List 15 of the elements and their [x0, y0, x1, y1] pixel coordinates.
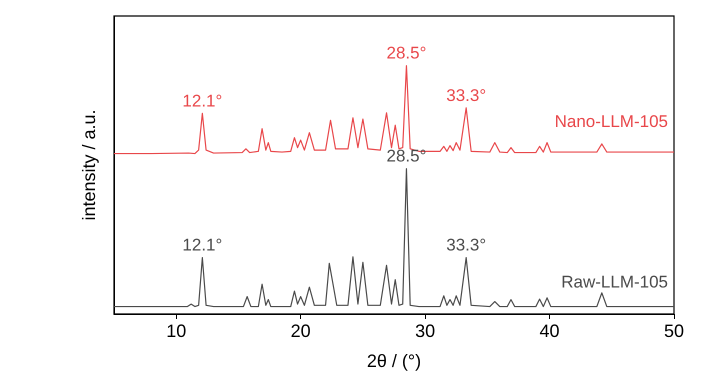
annotation: 28.5°: [386, 44, 426, 63]
series-label: Raw-LLM-105: [561, 272, 668, 292]
x-axis-title: 2θ / (°): [366, 351, 422, 371]
annotation: 33.3°: [446, 86, 486, 105]
y-axis-title: intensity / a.u.: [79, 109, 99, 221]
series-label: Nano-LLM-105: [554, 112, 668, 132]
x-tick-label: 10: [166, 321, 186, 341]
x-tick-label: 40: [540, 321, 560, 341]
x-tick-label: 20: [290, 321, 311, 341]
annotation: 33.3°: [446, 236, 486, 255]
annotation: 28.5°: [386, 146, 426, 166]
x-tick-label: 50: [664, 321, 684, 341]
annotation: 12.1°: [182, 236, 222, 255]
x-tick-label: 30: [415, 321, 436, 341]
annotation: 12.1°: [182, 91, 222, 110]
